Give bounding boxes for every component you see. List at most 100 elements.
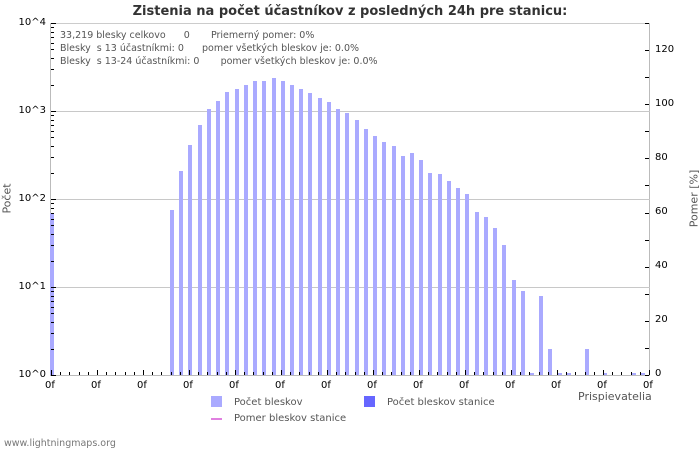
x-tick-label: 0f — [643, 380, 653, 391]
x-tick-label: 0f — [275, 380, 285, 391]
x-tick — [244, 372, 246, 375]
bar — [355, 119, 359, 375]
x-tick — [621, 372, 623, 375]
bar — [336, 109, 340, 375]
y-tick — [51, 58, 54, 60]
bar — [419, 159, 423, 375]
x-tick — [189, 370, 190, 375]
y-tick — [51, 115, 54, 117]
bar — [641, 373, 645, 375]
y-tick — [51, 203, 54, 205]
y-tick — [51, 124, 54, 126]
x-tick — [465, 370, 466, 375]
x-tick — [557, 370, 558, 375]
y2-tick-label: 120 — [655, 44, 675, 55]
x-tick — [207, 372, 209, 375]
x-tick — [78, 372, 80, 375]
x-tick-label: 0f — [45, 380, 55, 391]
x-tick — [262, 372, 264, 375]
x-tick-label: 0f — [413, 380, 423, 391]
y-tick — [51, 31, 54, 33]
x-tick — [373, 370, 374, 375]
bar — [392, 146, 396, 375]
x-tick — [299, 372, 301, 375]
legend-label-station-ratio: Pomer bleskov stanice — [234, 413, 347, 424]
x-tick — [649, 370, 650, 375]
x-tick — [419, 370, 420, 375]
y-tick — [51, 375, 56, 376]
bar — [456, 187, 460, 375]
bar — [465, 193, 469, 375]
y2-tick — [645, 185, 649, 187]
bar — [272, 77, 276, 375]
y2-tick — [645, 77, 649, 79]
y-tick — [51, 119, 54, 121]
x-tick-label: 0f — [321, 380, 331, 391]
bar — [179, 170, 183, 375]
bar — [345, 112, 349, 375]
x-tick-label: 0f — [137, 380, 147, 391]
y-tick — [51, 306, 54, 308]
y2-tick — [645, 212, 649, 214]
bar — [290, 84, 294, 375]
x-tick — [308, 372, 310, 375]
y2-tick-label: 40 — [655, 260, 668, 271]
y-tick — [51, 260, 54, 262]
bar — [244, 84, 248, 375]
x-tick — [69, 372, 71, 375]
bar — [382, 141, 386, 375]
x-tick — [336, 372, 338, 375]
x-tick — [133, 372, 135, 375]
x-tick — [501, 372, 503, 375]
x-tick — [593, 372, 595, 375]
y-tick — [51, 212, 54, 214]
bar — [170, 209, 174, 375]
footer-link[interactable]: www.lightningmaps.org — [4, 438, 116, 449]
x-tick — [235, 370, 236, 375]
x-tick — [170, 372, 172, 375]
x-tick — [198, 372, 200, 375]
y2-tick-label: 100 — [655, 98, 675, 109]
x-tick-label: 0f — [551, 380, 561, 391]
bar — [428, 172, 432, 375]
x-tick — [161, 372, 163, 375]
y2-tick — [645, 158, 649, 160]
y2-tick — [645, 293, 649, 295]
y-tick — [51, 218, 54, 220]
y2-tick — [645, 23, 649, 24]
y2-tick — [645, 239, 649, 241]
bar — [401, 155, 405, 375]
bar — [253, 80, 257, 375]
bar — [502, 245, 506, 375]
y-tick — [51, 295, 54, 297]
x-tick — [492, 372, 494, 375]
x-tick-label: 0f — [367, 380, 377, 391]
y2-tick — [645, 266, 649, 268]
bar — [225, 91, 229, 375]
x-tick — [97, 370, 98, 375]
bar — [493, 227, 497, 375]
y-axis-title: Počet — [0, 183, 14, 214]
x-tick — [639, 372, 641, 375]
x-tick — [143, 370, 144, 375]
y-tick-label: 10^2 — [18, 193, 46, 204]
x-tick — [60, 372, 62, 375]
x-axis-line — [50, 375, 650, 376]
x-tick — [345, 372, 347, 375]
bar — [632, 373, 636, 375]
y-tick — [51, 300, 54, 302]
x-tick-label: 0f — [91, 380, 101, 391]
y2-tick-label: 20 — [655, 314, 668, 325]
x-tick — [575, 372, 577, 375]
x-tick — [87, 372, 89, 375]
y-tick-label: 10^3 — [18, 105, 46, 116]
y2-tick-label: 60 — [655, 206, 668, 217]
x-tick — [400, 372, 402, 375]
y-tick — [51, 225, 54, 227]
bar — [484, 217, 488, 375]
y-tick — [51, 69, 54, 70]
bar — [198, 125, 202, 375]
legend-label-station-count: Počet bleskov stanice — [387, 397, 495, 408]
y-tick — [51, 27, 54, 29]
bar — [585, 348, 589, 375]
